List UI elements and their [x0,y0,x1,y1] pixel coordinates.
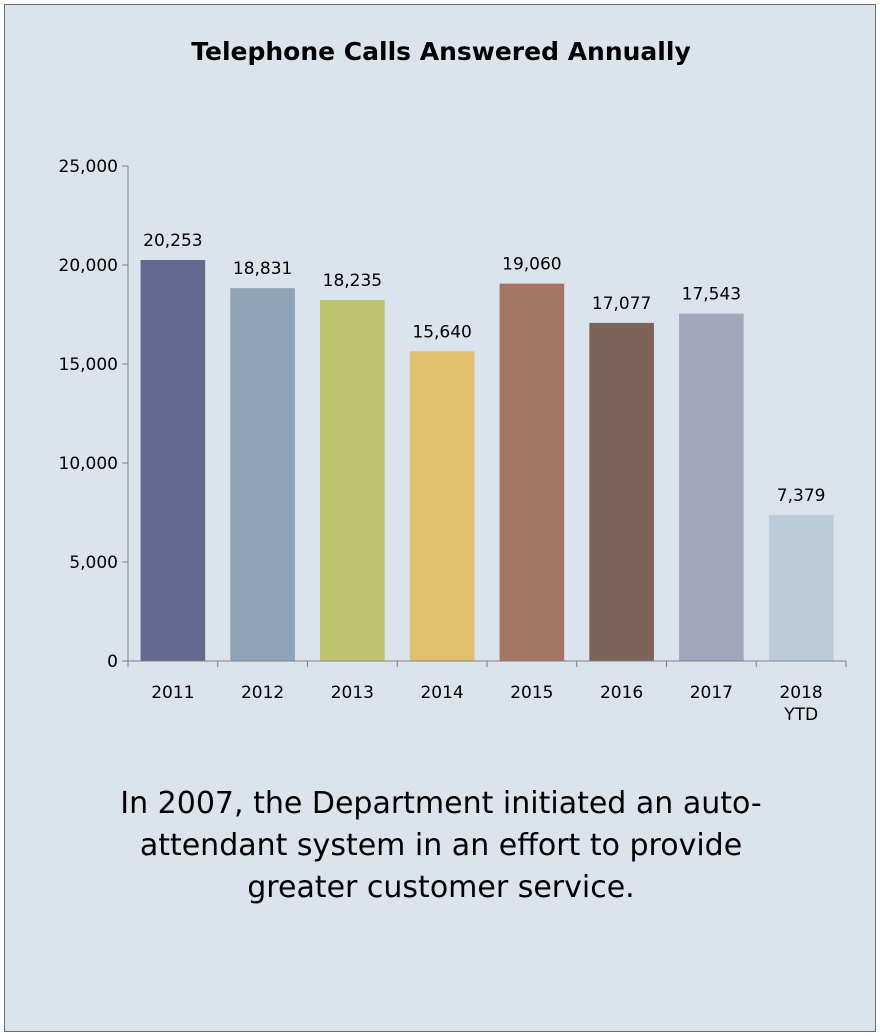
x-category-label: 2017 [690,683,733,703]
bar-2013 [320,299,385,661]
y-tick-label: 25,000 [59,157,118,177]
bar-2017 [679,313,744,661]
bar-2011 [140,259,206,661]
data-label: 17,077 [592,294,651,314]
x-category-label: 2011 [151,683,194,703]
data-label: 7,379 [777,486,826,506]
y-tick-label: 10,000 [59,454,118,474]
y-tick-label: 20,000 [59,256,118,276]
x-category-label: 2012 [241,683,284,703]
y-tick-label: 5,000 [69,553,118,573]
x-category-label: 2014 [420,683,463,703]
x-category-label: 2016 [600,683,643,703]
x-category-label: 2015 [510,683,553,703]
bar-2015 [499,283,565,661]
data-label: 17,543 [682,285,741,305]
bar-2014 [409,351,475,661]
y-tick-label: 15,000 [59,355,118,375]
bar-2018-ytd [768,514,834,661]
data-label: 18,831 [233,259,292,279]
y-tick-label: 0 [107,652,118,672]
chart-panel: Telephone Calls Answered Annually 20,253… [4,4,876,1032]
data-label: 18,235 [323,271,382,291]
footnote-text: In 2007, the Department initiated an aut… [120,786,762,905]
x-category-label: 2013 [331,683,374,703]
bar-2012 [230,288,295,661]
chart-title: Telephone Calls Answered Annually [191,37,691,66]
x-category-label: 2018 YTD [779,683,822,725]
data-label: 20,253 [143,231,202,251]
bar-chart: 20,253 18,831 18,235 15,640 19,060 17,077 17,5… [59,157,847,725]
bar-2016 [589,322,654,661]
data-label: 19,060 [502,255,561,275]
data-label: 15,640 [412,322,471,342]
